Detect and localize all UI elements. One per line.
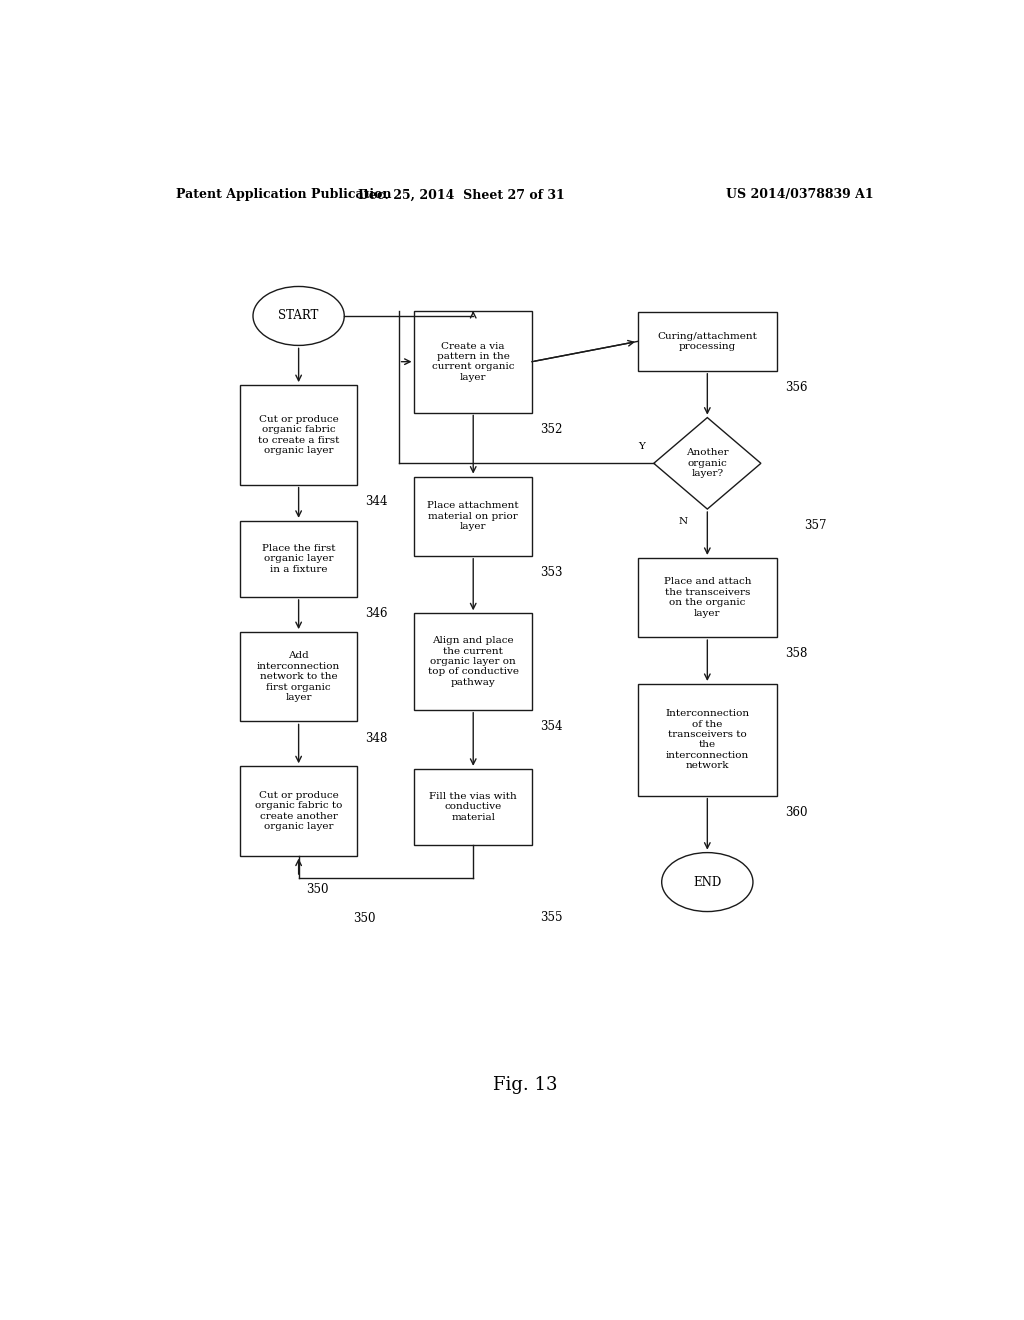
FancyBboxPatch shape (638, 684, 777, 796)
Text: 354: 354 (540, 719, 562, 733)
FancyBboxPatch shape (240, 632, 357, 722)
Polygon shape (653, 417, 761, 510)
Text: 360: 360 (784, 805, 807, 818)
Text: 346: 346 (366, 607, 388, 620)
Text: Align and place
the current
organic layer on
top of conductive
pathway: Align and place the current organic laye… (428, 636, 519, 686)
FancyBboxPatch shape (415, 614, 531, 710)
Text: 348: 348 (366, 731, 388, 744)
FancyBboxPatch shape (240, 385, 357, 484)
FancyBboxPatch shape (638, 312, 777, 371)
Text: 350: 350 (353, 912, 376, 924)
Text: Place and attach
the transceivers
on the organic
layer: Place and attach the transceivers on the… (664, 577, 751, 618)
Text: 353: 353 (540, 566, 562, 579)
Text: US 2014/0378839 A1: US 2014/0378839 A1 (726, 189, 873, 202)
Text: Create a via
pattern in the
current organic
layer: Create a via pattern in the current orga… (432, 342, 514, 381)
Text: 355: 355 (540, 911, 562, 924)
Text: 358: 358 (784, 647, 807, 660)
Text: Patent Application Publication: Patent Application Publication (176, 189, 391, 202)
Text: Cut or produce
organic fabric to
create another
organic layer: Cut or produce organic fabric to create … (255, 791, 342, 832)
Text: N: N (679, 517, 688, 527)
Text: Fill the vias with
conductive
material: Fill the vias with conductive material (429, 792, 517, 822)
Text: 357: 357 (805, 519, 827, 532)
FancyBboxPatch shape (415, 312, 531, 412)
FancyBboxPatch shape (240, 766, 357, 855)
Text: 350: 350 (306, 883, 329, 896)
FancyBboxPatch shape (240, 521, 357, 597)
FancyBboxPatch shape (638, 558, 777, 638)
Text: Another
organic
layer?: Another organic layer? (686, 449, 729, 478)
Text: Add
interconnection
network to the
first organic
layer: Add interconnection network to the first… (257, 652, 340, 702)
Text: Fig. 13: Fig. 13 (493, 1076, 557, 1094)
Text: Dec. 25, 2014  Sheet 27 of 31: Dec. 25, 2014 Sheet 27 of 31 (358, 189, 564, 202)
FancyBboxPatch shape (415, 477, 531, 556)
Text: Cut or produce
organic fabric
to create a first
organic layer: Cut or produce organic fabric to create … (258, 414, 339, 455)
Text: Interconnection
of the
transceivers to
the
interconnection
network: Interconnection of the transceivers to t… (666, 709, 750, 771)
Text: Y: Y (638, 442, 645, 451)
Text: END: END (693, 875, 722, 888)
Text: START: START (279, 309, 318, 322)
Ellipse shape (253, 286, 344, 346)
Text: 352: 352 (540, 422, 562, 436)
Text: Place attachment
material on prior
layer: Place attachment material on prior layer (427, 502, 519, 531)
Text: Curing/attachment
processing: Curing/attachment processing (657, 331, 758, 351)
FancyBboxPatch shape (415, 768, 531, 845)
Text: 344: 344 (366, 495, 388, 508)
Ellipse shape (662, 853, 753, 912)
Text: 356: 356 (784, 381, 807, 393)
Text: Place the first
organic layer
in a fixture: Place the first organic layer in a fixtu… (262, 544, 336, 574)
